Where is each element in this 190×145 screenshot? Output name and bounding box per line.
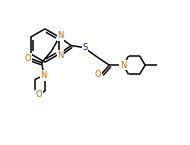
Text: N: N xyxy=(57,51,64,60)
Text: N: N xyxy=(57,31,64,40)
Text: O: O xyxy=(95,70,101,79)
Text: S: S xyxy=(82,43,87,52)
Text: O: O xyxy=(36,90,42,99)
Text: N: N xyxy=(40,71,47,80)
Text: O: O xyxy=(24,54,31,63)
Text: N: N xyxy=(120,61,126,70)
